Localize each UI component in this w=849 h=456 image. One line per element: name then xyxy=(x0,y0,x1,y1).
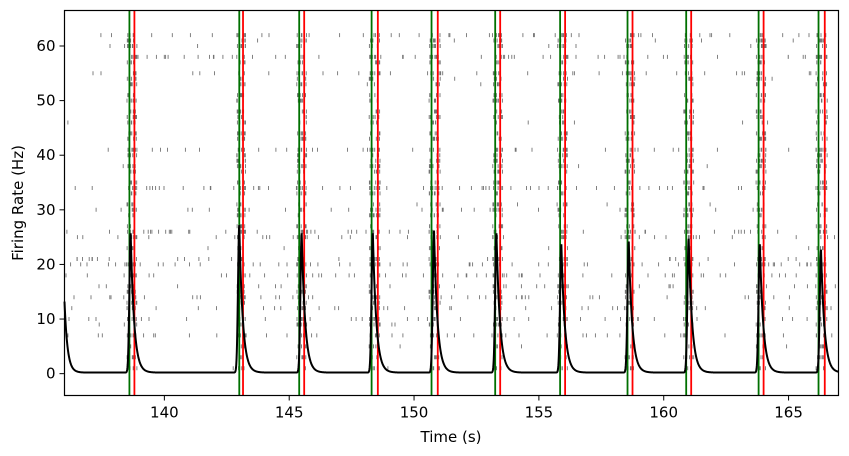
x-tick-label: 155 xyxy=(525,404,554,422)
y-tick-label: 0 xyxy=(46,365,56,383)
plot-area xyxy=(63,10,839,396)
x-axis-ticks: 140 145 150 155 160 165 xyxy=(150,395,803,422)
y-axis-label: Firing Rate (Hz) xyxy=(9,145,27,261)
x-tick-label: 140 xyxy=(150,404,179,422)
x-axis-label: Time (s) xyxy=(420,428,482,446)
y-tick-label: 30 xyxy=(36,201,55,219)
firing-rate-line xyxy=(63,225,839,374)
y-axis-ticks: 0 10 20 30 40 50 60 xyxy=(36,37,65,383)
y-tick-label: 40 xyxy=(36,146,55,164)
axes-frame xyxy=(63,9,840,397)
y-tick-label: 10 xyxy=(36,310,55,328)
x-tick-label: 150 xyxy=(400,404,429,422)
x-tick-label: 160 xyxy=(649,404,678,422)
y-tick-label: 50 xyxy=(36,92,55,110)
x-tick-label: 165 xyxy=(774,404,803,422)
x-tick-label: 145 xyxy=(275,404,304,422)
y-tick-label: 20 xyxy=(36,255,55,273)
y-tick-label: 60 xyxy=(36,37,55,55)
